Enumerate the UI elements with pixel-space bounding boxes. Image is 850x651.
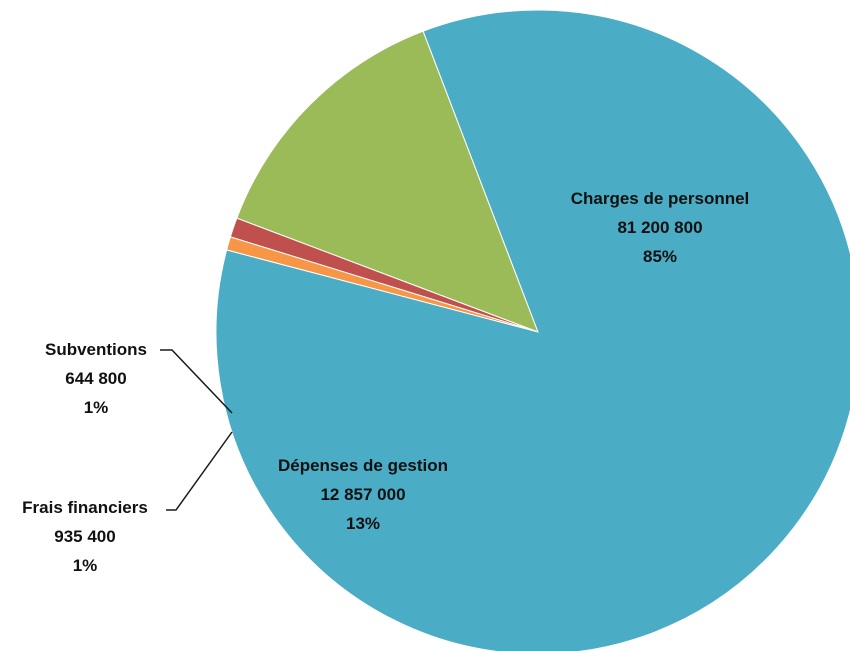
label-frais-financiers: Frais financiers 935 400 1%	[22, 498, 148, 575]
label-depenses-de-gestion: Dépenses de gestion 12 857 000 13%	[278, 456, 448, 533]
slice-label-name: Frais financiers	[22, 498, 148, 517]
slice-label-percent: 1%	[73, 556, 98, 575]
pie-slice-charges-de-personnel	[215, 9, 850, 651]
slice-label-value: 644 800	[65, 369, 126, 388]
slice-label-name: Dépenses de gestion	[278, 456, 448, 475]
subventions-leader-line	[160, 349, 233, 414]
slice-label-value: 12 857 000	[320, 485, 405, 504]
slice-label-percent: 1%	[84, 398, 109, 417]
slice-label-percent: 85%	[643, 247, 677, 266]
label-subventions: Subventions 644 800 1%	[45, 340, 147, 417]
label-charges-de-personnel: Charges de personnel 81 200 800 85%	[571, 189, 750, 266]
pie-slices	[215, 9, 850, 651]
slice-label-value: 81 200 800	[617, 218, 702, 237]
pie-slice-depenses-de-gestion	[236, 30, 539, 333]
slice-label-percent: 13%	[346, 514, 380, 533]
slice-label-name: Charges de personnel	[571, 189, 750, 208]
frais-financiers-leader-line	[166, 431, 233, 511]
slice-label-value: 935 400	[54, 527, 115, 546]
slice-label-name: Subventions	[45, 340, 147, 359]
